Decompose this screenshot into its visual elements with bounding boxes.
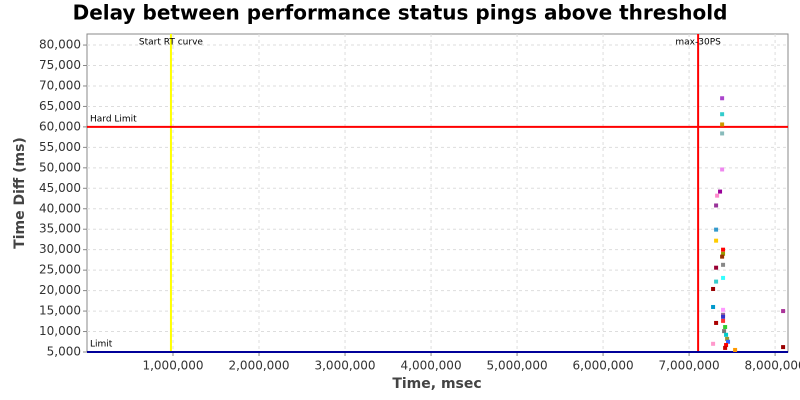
point bbox=[720, 167, 725, 172]
point bbox=[721, 247, 726, 252]
x-tick-label: 8,000,000 bbox=[745, 359, 800, 373]
point bbox=[714, 203, 719, 208]
plot-area bbox=[86, 33, 789, 353]
point bbox=[721, 312, 726, 317]
y-tick-label: 15,000 bbox=[39, 304, 81, 318]
y-tick-label: 40,000 bbox=[39, 201, 81, 215]
x-tick-label: 4,000,000 bbox=[401, 359, 462, 373]
y-tick-label: 10,000 bbox=[39, 324, 81, 338]
point bbox=[721, 262, 726, 267]
y-tick-label: 65,000 bbox=[39, 99, 81, 113]
point bbox=[721, 275, 726, 280]
point bbox=[721, 307, 726, 312]
y-tick-label: 45,000 bbox=[39, 181, 81, 195]
x-tick-label: 2,000,000 bbox=[228, 359, 289, 373]
y-tick-label: 30,000 bbox=[39, 242, 81, 256]
point bbox=[714, 265, 719, 270]
y-tick-label: 80,000 bbox=[39, 38, 81, 52]
x-axis-title: Time, msec bbox=[392, 376, 481, 392]
point bbox=[711, 286, 716, 291]
point bbox=[720, 254, 725, 259]
point bbox=[714, 279, 719, 284]
point bbox=[720, 122, 725, 127]
point bbox=[720, 112, 725, 117]
y-tick-label: 55,000 bbox=[39, 140, 81, 154]
y-tick-label: 70,000 bbox=[39, 78, 81, 92]
point bbox=[722, 329, 727, 334]
point bbox=[714, 320, 719, 325]
point bbox=[724, 343, 729, 348]
point bbox=[723, 325, 728, 330]
point bbox=[721, 251, 726, 256]
y-tick-label: 75,000 bbox=[39, 58, 81, 72]
marker-label: max-30PS bbox=[675, 38, 721, 48]
point bbox=[725, 336, 730, 341]
point bbox=[781, 309, 786, 314]
x-tick-label: 3,000,000 bbox=[314, 359, 375, 373]
point bbox=[714, 238, 719, 243]
x-tick-label: 6,000,000 bbox=[573, 359, 634, 373]
y-axis-title: Time Diff (ms) bbox=[12, 137, 28, 249]
point bbox=[723, 345, 728, 350]
point bbox=[718, 189, 723, 194]
point bbox=[720, 131, 725, 136]
marker-label: Start RT curve bbox=[139, 38, 203, 48]
point bbox=[724, 332, 729, 337]
point bbox=[721, 314, 726, 319]
point bbox=[711, 341, 716, 346]
y-tick-label: 60,000 bbox=[39, 119, 81, 133]
chart-title: Delay between performance status pings a… bbox=[73, 1, 728, 25]
y-tick-label: 20,000 bbox=[39, 283, 81, 297]
x-tick-label: 1,000,000 bbox=[142, 359, 203, 373]
y-tick-label: 50,000 bbox=[39, 160, 81, 174]
x-tick-label: 5,000,000 bbox=[487, 359, 548, 373]
point bbox=[715, 193, 720, 198]
point bbox=[711, 304, 716, 309]
marker-label: Limit bbox=[90, 340, 113, 350]
point bbox=[721, 318, 726, 323]
y-tick-label: 25,000 bbox=[39, 263, 81, 277]
y-tick-label: 5,000 bbox=[47, 345, 81, 359]
point bbox=[781, 345, 786, 350]
point bbox=[726, 339, 731, 344]
point bbox=[733, 347, 738, 352]
x-tick-label: 7,000,000 bbox=[659, 359, 720, 373]
y-tick-label: 35,000 bbox=[39, 222, 81, 236]
point bbox=[720, 96, 725, 101]
marker-label: Hard Limit bbox=[90, 114, 137, 124]
point bbox=[714, 227, 719, 232]
